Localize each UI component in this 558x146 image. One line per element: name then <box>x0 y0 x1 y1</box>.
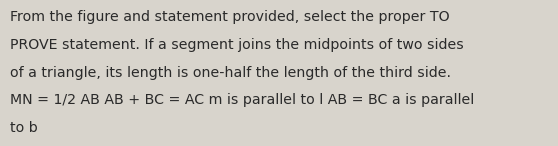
Text: From the figure and statement provided, select the proper TO: From the figure and statement provided, … <box>10 10 450 24</box>
Text: to b: to b <box>10 121 38 135</box>
Text: PROVE statement. If a segment joins the midpoints of two sides: PROVE statement. If a segment joins the … <box>10 38 464 52</box>
Text: of a triangle, its length is one-half the length of the third side.: of a triangle, its length is one-half th… <box>10 66 451 80</box>
Text: MN = 1/2 AB AB + BC = AC m is parallel to l AB = BC a is parallel: MN = 1/2 AB AB + BC = AC m is parallel t… <box>10 93 474 107</box>
